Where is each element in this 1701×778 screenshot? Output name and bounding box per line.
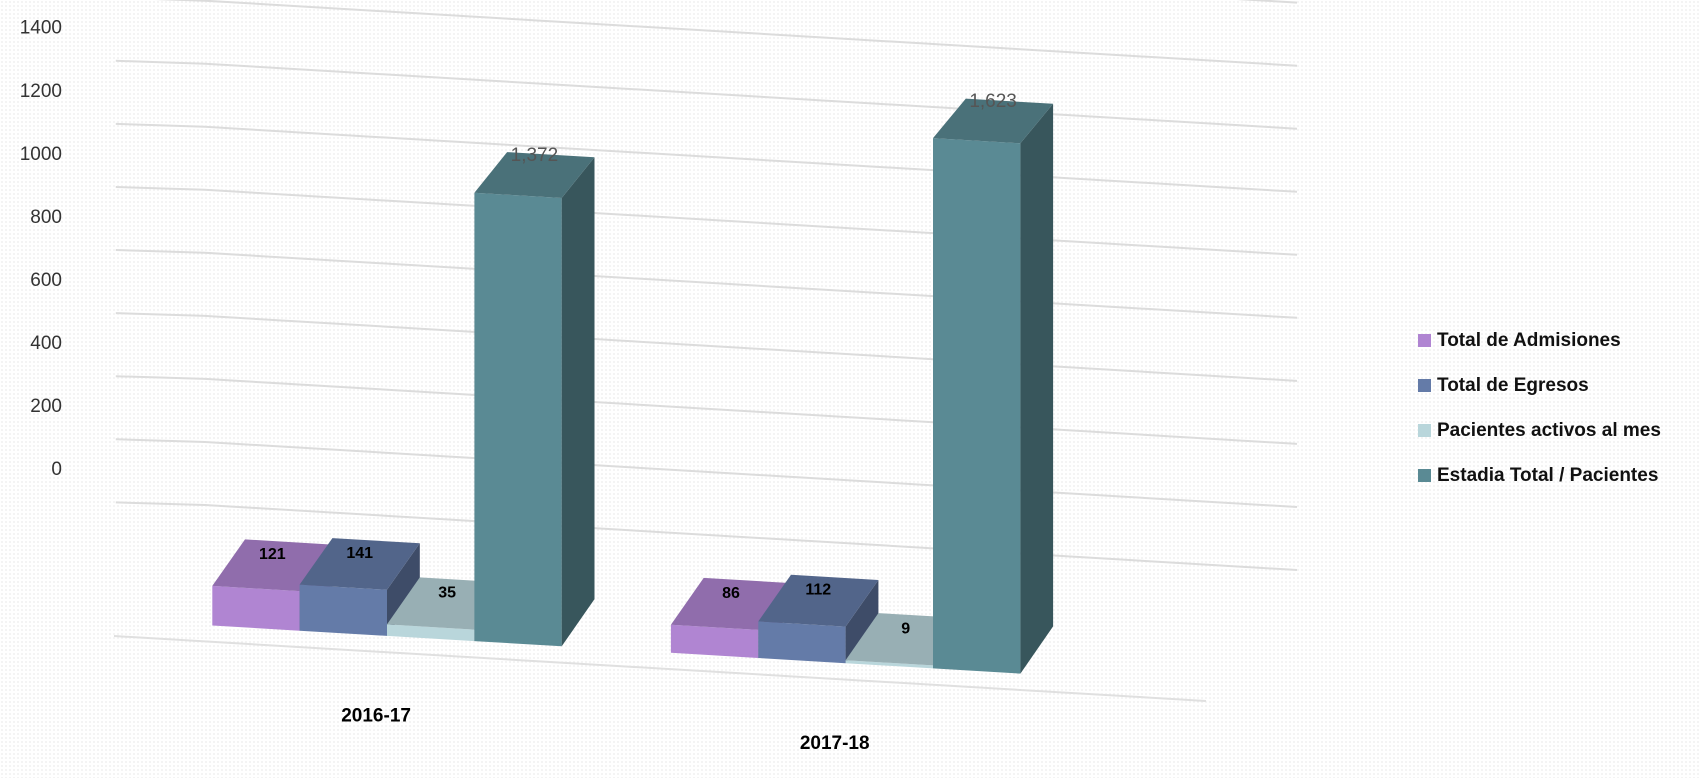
legend-swatch — [1418, 379, 1431, 392]
data-label: 9 — [901, 620, 910, 637]
bar-front-1 — [758, 621, 846, 664]
legend-swatch — [1418, 469, 1431, 482]
y-tick-label: 1200 — [20, 81, 62, 102]
legend-label: Total de Admisiones — [1437, 329, 1621, 351]
bar-front-2 — [387, 624, 475, 642]
gridline — [115, 438, 1298, 508]
data-label: 141 — [346, 545, 373, 562]
y-tick-label: 400 — [30, 333, 62, 354]
bar-top-3 — [474, 152, 595, 198]
data-label: 35 — [438, 585, 456, 602]
gridline — [115, 122, 1298, 193]
floor-front-edge — [113, 635, 1207, 702]
bar-top-0 — [212, 539, 333, 592]
data-label: 121 — [259, 546, 286, 563]
data-label: 1,623 — [969, 91, 1017, 112]
x-axis-categories: 2016-17 2017-18 — [341, 706, 869, 754]
data-label: 86 — [722, 585, 740, 602]
y-tick-label: 200 — [30, 396, 62, 417]
y-axis-ticks: 020040060080010001200140016001800 — [20, 18, 62, 480]
gridline — [115, 375, 1298, 445]
data-label: 1,372 — [511, 145, 559, 166]
y-tick-label: 800 — [30, 207, 62, 228]
legend-item: Estadia Total / Pacientes — [1418, 453, 1661, 498]
bar-side-3 — [1020, 103, 1054, 674]
category-label: 2017-18 — [800, 733, 870, 754]
bar-top-0 — [670, 577, 791, 630]
gridlines — [113, 0, 1298, 702]
bar-side-3 — [561, 157, 595, 647]
gridline — [154, 0, 1298, 67]
data-label: 112 — [805, 582, 831, 599]
legend-item: Pacientes activos al mes — [1418, 408, 1661, 453]
bar-top-1 — [299, 538, 420, 590]
y-tick-label: 600 — [30, 270, 62, 291]
bar-top-3 — [933, 98, 1054, 144]
gridline — [115, 59, 1298, 130]
legend-item: Total de Admisiones — [1418, 318, 1661, 363]
y-tick-label: 1000 — [20, 144, 62, 165]
legend-label: Estadia Total / Pacientes — [1437, 464, 1659, 486]
gridline — [115, 186, 1298, 256]
bar-front-3 — [474, 192, 562, 647]
bar-front-3 — [933, 138, 1021, 674]
gridline — [1236, 0, 1298, 4]
bar-side-1 — [845, 580, 879, 664]
legend-label: Total de Egresos — [1437, 374, 1589, 396]
bar-front-0 — [212, 585, 300, 631]
legend: Total de Admisiones Total de Egresos Pacie… — [1418, 318, 1661, 498]
legend-swatch — [1418, 334, 1431, 347]
legend-item: Total de Egresos — [1418, 363, 1661, 408]
data-labels: 121 141 35 1,372 86 112 9 1,623 — [259, 91, 1017, 637]
y-tick-label: 0 — [51, 459, 62, 480]
bar-front-2 — [845, 660, 933, 669]
bar-front-1 — [299, 584, 387, 636]
bar-front-0 — [670, 624, 759, 658]
y-tick-label: 1400 — [20, 18, 62, 39]
gridline — [115, 312, 1298, 382]
bar-top-1 — [758, 574, 879, 627]
legend-label: Pacientes activos al mes — [1437, 419, 1661, 441]
category-label: 2016-17 — [341, 706, 411, 727]
gridline — [115, 249, 1298, 319]
bars — [212, 98, 1054, 674]
legend-swatch — [1418, 424, 1431, 437]
